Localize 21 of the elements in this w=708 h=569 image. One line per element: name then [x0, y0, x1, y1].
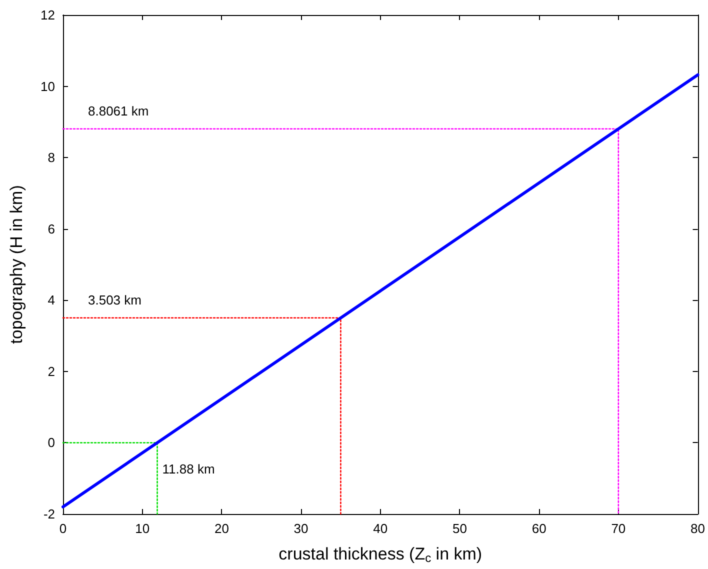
- y-tick-label: 8: [48, 150, 55, 166]
- y-tick-label: 0: [48, 435, 55, 450]
- y-tick-label: 6: [48, 221, 55, 236]
- y-axis-title: topography (H in km): [7, 185, 26, 344]
- y-tick-label: 12: [40, 8, 55, 22]
- x-tick-label: 40: [373, 521, 388, 536]
- annotation: 11.88 km: [162, 462, 215, 476]
- annotation: 8.8061 km: [88, 103, 149, 118]
- x-tick-label: 10: [135, 521, 150, 536]
- x-tick-label: 80: [690, 521, 706, 536]
- x-tick-label: 50: [452, 521, 467, 536]
- x-tick-label: 20: [214, 521, 229, 536]
- x-tick-label: 60: [532, 521, 546, 536]
- x-tick-label: 70: [611, 521, 626, 536]
- annotation: 3.503 km: [88, 292, 142, 308]
- y-tick-label: 2: [48, 364, 55, 379]
- x-tick-label: 30: [294, 521, 308, 536]
- y-tick-label: -2: [43, 506, 55, 522]
- y-tick-label: 10: [40, 78, 55, 94]
- y-tick-label: 4: [48, 292, 55, 308]
- x-tick-label: 0: [59, 521, 67, 536]
